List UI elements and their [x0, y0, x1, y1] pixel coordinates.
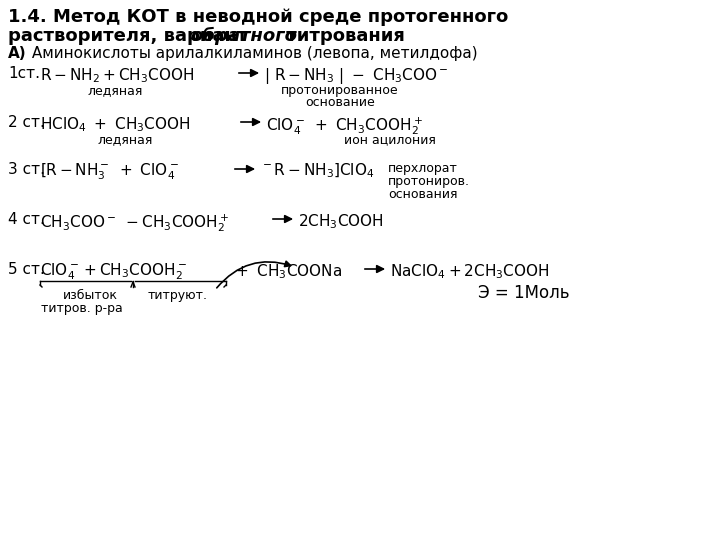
Text: протонированное: протонированное: [282, 84, 399, 97]
Text: 1ст.: 1ст.: [8, 66, 40, 81]
Text: $\mathrm{CH_3COO^-\ -CH_3COOH_2^+}$: $\mathrm{CH_3COO^-\ -CH_3COOH_2^+}$: [40, 212, 229, 234]
Text: $\mathrm{[R-NH_3^-\ +\ ClO_4^-}$: $\mathrm{[R-NH_3^-\ +\ ClO_4^-}$: [40, 162, 179, 183]
Text: $\mathrm{R-NH_2+CH_3COOH}$: $\mathrm{R-NH_2+CH_3COOH}$: [40, 66, 194, 85]
Text: Аминокислоты арилалкиламинов (левопа, метилдофа): Аминокислоты арилалкиламинов (левопа, ме…: [27, 46, 477, 61]
Text: $\mathrm{{}^-R-NH_3]ClO_4}$: $\mathrm{{}^-R-NH_3]ClO_4}$: [260, 162, 374, 180]
Text: 5 ст.: 5 ст.: [8, 262, 45, 277]
Text: $\mathrm{|\ R-NH_3\ |\ -\ CH_3COO^-}$: $\mathrm{|\ R-NH_3\ |\ -\ CH_3COO^-}$: [264, 66, 449, 86]
Text: титрования: титрования: [280, 27, 405, 45]
Text: $\mathrm{ClO_4^-\ +\ CH_3COOH_2^+}$: $\mathrm{ClO_4^-\ +\ CH_3COOH_2^+}$: [266, 115, 423, 137]
Text: протониров.: протониров.: [388, 175, 470, 188]
Text: 3 ст.: 3 ст.: [8, 162, 45, 177]
Text: обратного: обратного: [190, 27, 297, 45]
Text: 2 ст.: 2 ст.: [8, 115, 45, 130]
Text: титров. р-ра: титров. р-ра: [41, 302, 123, 315]
Text: 4 ст.: 4 ст.: [8, 212, 45, 227]
Text: ледяная: ледяная: [97, 133, 153, 146]
Text: избыток: избыток: [63, 289, 117, 302]
Text: $\mathrm{\ +\ CH_3COONa}$: $\mathrm{\ +\ CH_3COONa}$: [228, 262, 342, 281]
FancyArrowPatch shape: [217, 261, 291, 288]
Text: ледяная: ледяная: [87, 84, 143, 97]
Text: $\mathrm{NaClO_4+2CH_3COOH}$: $\mathrm{NaClO_4+2CH_3COOH}$: [390, 262, 549, 281]
Text: основания: основания: [388, 188, 457, 201]
Text: растворителя, вариант: растворителя, вариант: [8, 27, 253, 45]
Text: основание: основание: [305, 96, 375, 109]
Text: ион ацилония: ион ацилония: [344, 133, 436, 146]
Text: Э = 1Моль: Э = 1Моль: [478, 284, 570, 302]
Text: перхлорат: перхлорат: [388, 162, 458, 175]
Text: $\mathrm{2CH_3COOH}$: $\mathrm{2CH_3COOH}$: [298, 212, 384, 231]
Text: А): А): [8, 46, 27, 61]
Text: $\mathrm{ClO_4^-+CH_3COOH_2^-}$: $\mathrm{ClO_4^-+CH_3COOH_2^-}$: [40, 262, 187, 282]
Text: титруют.: титруют.: [148, 289, 208, 302]
Text: $\mathrm{HClO_4\ +\ CH_3COOH}$: $\mathrm{HClO_4\ +\ CH_3COOH}$: [40, 115, 191, 134]
Text: 1.4. Метод КОТ в неводной среде протогенного: 1.4. Метод КОТ в неводной среде протоген…: [8, 8, 508, 26]
